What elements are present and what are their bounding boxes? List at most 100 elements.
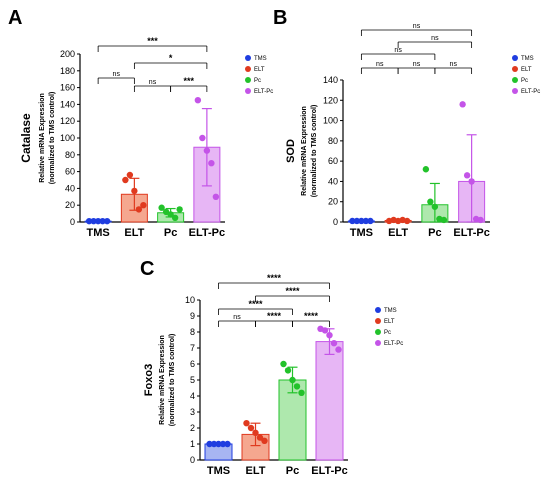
data-point <box>326 332 333 339</box>
data-point <box>194 97 202 104</box>
legend-label: Pc <box>521 78 528 84</box>
sig-label: **** <box>267 311 282 321</box>
data-point <box>422 166 430 173</box>
y-tick-label: 0 <box>190 455 195 465</box>
y-tick-label: 100 <box>60 133 75 143</box>
y-tick-label: 8 <box>190 327 195 337</box>
sig-label: *** <box>183 76 194 86</box>
y-axis-label: Relative mRNA Expression <box>301 106 308 196</box>
data-point <box>440 216 448 224</box>
data-point <box>243 420 250 427</box>
data-point <box>403 217 411 225</box>
data-point <box>85 217 93 225</box>
legend-marker <box>245 55 251 61</box>
data-point <box>463 172 471 179</box>
sig-label: ns <box>233 314 241 321</box>
legend-label: ELT <box>521 67 532 73</box>
y-tick-label: 20 <box>65 200 75 210</box>
data-point <box>140 202 147 209</box>
x-tick-label: ELT <box>388 227 408 239</box>
sig-label: ns <box>149 79 157 86</box>
data-point <box>167 211 174 218</box>
data-point <box>261 437 268 444</box>
x-tick-label: ELT-Pc <box>311 465 347 477</box>
sig-label: *** <box>147 36 158 46</box>
data-point <box>94 217 102 225</box>
legend-marker <box>375 340 381 346</box>
y-tick-label: 3 <box>190 407 195 417</box>
x-tick-label: ELT-Pc <box>189 227 225 239</box>
legend-marker <box>512 55 518 61</box>
data-point <box>284 367 292 374</box>
x-tick-label: TMS <box>207 465 230 477</box>
legend-marker <box>245 66 251 72</box>
legend-label: ELT-Pc <box>521 89 540 95</box>
sig-label: ns <box>431 35 439 42</box>
x-tick-label: ELT <box>246 465 266 477</box>
legend-marker <box>512 88 518 94</box>
x-tick-label: Pc <box>428 227 441 239</box>
data-point <box>131 187 138 195</box>
legend-label: Pc <box>384 330 391 336</box>
y-axis-label: Catalase <box>19 113 33 163</box>
data-point <box>126 171 134 179</box>
y-tick-label: 0 <box>70 217 75 227</box>
legend-label: ELT-Pc <box>384 341 403 347</box>
y-tick-label: 10 <box>185 295 195 305</box>
y-tick-label: 6 <box>190 359 195 369</box>
data-point <box>321 327 329 334</box>
data-point <box>298 389 305 396</box>
legend-label: TMS <box>254 56 267 62</box>
sig-label: ns <box>113 71 121 78</box>
panel-letter: A <box>8 7 22 29</box>
legend-marker <box>245 88 251 94</box>
data-point <box>203 147 211 154</box>
y-axis-label: (normalized to TMS control) <box>169 334 176 427</box>
data-point <box>330 340 338 347</box>
data-point <box>358 217 365 225</box>
data-point <box>468 178 475 185</box>
y-tick-label: 120 <box>60 116 75 126</box>
y-tick-label: 4 <box>190 391 195 401</box>
legend-marker <box>245 77 251 83</box>
legend-marker <box>512 77 518 83</box>
x-tick-label: Pc <box>164 227 177 239</box>
data-point <box>477 216 484 224</box>
data-point <box>210 440 218 448</box>
data-point <box>335 346 342 353</box>
data-point <box>199 134 206 142</box>
data-point <box>431 203 439 210</box>
data-point <box>103 217 111 225</box>
panel-c-chart: C Foxo3 Relative mRNA Expression (normalize… <box>140 258 403 477</box>
legend-label: ELT <box>254 67 265 73</box>
data-point <box>349 217 356 225</box>
data-point <box>212 193 220 200</box>
y-tick-label: 60 <box>65 167 75 177</box>
y-tick-label: 120 <box>323 95 338 105</box>
panel-letter: C <box>140 258 154 280</box>
legend-label: ELT-Pc <box>254 89 273 95</box>
data-point <box>280 360 287 368</box>
panel-b-chart: B SOD Relative mRNA Expression (normalized … <box>273 7 540 239</box>
legend-marker <box>512 66 518 72</box>
y-axis-label: (normalized to TMS control) <box>49 92 56 185</box>
sig-label: **** <box>248 299 263 309</box>
y-tick-label: 60 <box>328 156 338 166</box>
x-tick-label: Pc <box>286 465 299 477</box>
y-tick-label: 0 <box>333 217 338 227</box>
y-tick-label: 40 <box>328 176 338 186</box>
y-tick-label: 20 <box>328 197 338 207</box>
x-tick-label: TMS <box>350 227 373 239</box>
y-axis-label: Foxo3 <box>143 364 155 396</box>
data-point <box>247 424 255 432</box>
legend-label: ELT <box>384 319 395 325</box>
data-point <box>224 440 231 448</box>
data-point <box>90 217 97 225</box>
data-point <box>215 440 222 448</box>
data-point <box>122 176 129 184</box>
legend-marker <box>375 318 381 324</box>
y-tick-label: 140 <box>60 99 75 109</box>
legend-label: Pc <box>254 78 261 84</box>
data-point <box>459 101 466 108</box>
